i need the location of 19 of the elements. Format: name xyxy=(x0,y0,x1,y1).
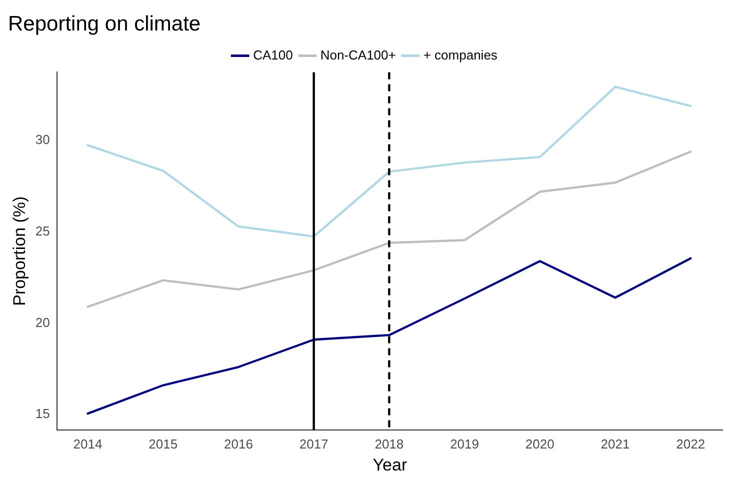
x-tick-label: 2015 xyxy=(148,436,178,452)
x-tick-label: 2020 xyxy=(525,436,554,452)
x-axis-title: Year xyxy=(372,455,408,474)
chart-title: Reporting on climate xyxy=(8,12,201,36)
legend-label: Non-CA100+ xyxy=(320,47,396,62)
legend-label: CA100 xyxy=(253,47,293,62)
x-tick-label: 2016 xyxy=(224,436,253,452)
legend-label: + companies xyxy=(423,47,498,62)
y-tick-label: 15 xyxy=(35,406,50,422)
y-tick-label: 30 xyxy=(35,132,50,148)
x-tick-label: 2021 xyxy=(600,436,630,452)
y-axis-title: Proportion (%) xyxy=(10,196,29,306)
x-tick-label: 2017 xyxy=(299,436,328,452)
x-tick-label: 2019 xyxy=(450,436,479,452)
y-tick-label: 20 xyxy=(35,314,50,330)
x-tick-label: 2022 xyxy=(676,436,706,452)
x-tick-label: 2018 xyxy=(374,436,404,452)
y-tick-label: 25 xyxy=(35,224,50,239)
x-tick-label: 2014 xyxy=(73,436,102,452)
